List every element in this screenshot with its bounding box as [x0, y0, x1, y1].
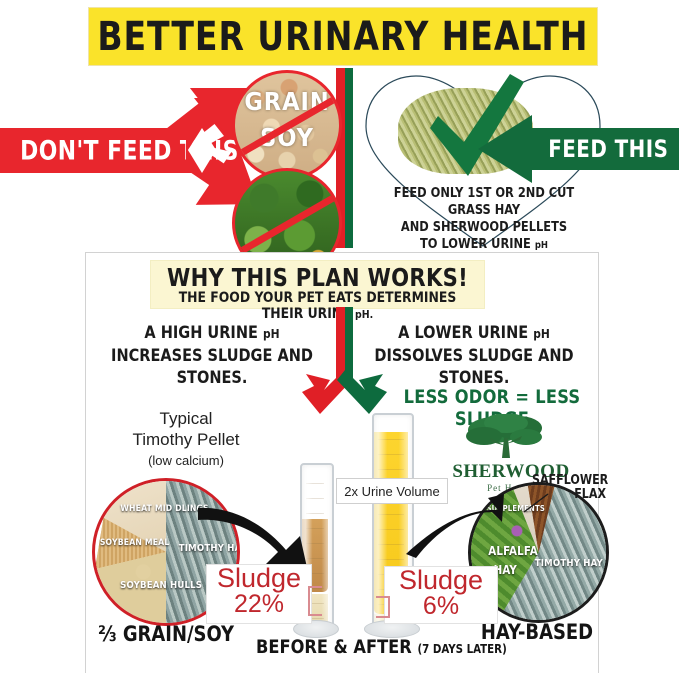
ph-glyph: pH [533, 326, 550, 341]
safflower-leader-line [523, 493, 549, 513]
before-sludge-percent: 22% [233, 590, 285, 618]
before-after-main: BEFORE & AFTER [256, 636, 418, 658]
feed-this-banner: FEED THIS [525, 128, 679, 170]
lower-ph-line-1: A LOWER URINE pH [358, 322, 590, 345]
grain-soy-forbidden-circle: GRAIN SOY [232, 70, 342, 180]
sherwood-wordmark: SHERWOOD [452, 461, 570, 482]
pie-label-soybean-hulls: SOYBEAN HULLS [119, 580, 202, 592]
why-subtitle-text: THE FOOD YOUR PET EATS DETERMINES THEIR … [178, 290, 457, 322]
heart-caption-line-1: FEED ONLY 1ST OR 2ND CUT GRASS HAY [393, 185, 575, 218]
high-ph-line-1: A HIGH URINE pH [98, 322, 326, 345]
black-arrow-left-icon [198, 507, 308, 572]
after-sludge-word: Sludge [398, 565, 484, 595]
high-ph-line-2: INCREASES SLUDGE AND STONES. [111, 346, 313, 388]
tree-icon [466, 413, 542, 458]
left-chart-caption: ⅔ GRAIN/SOY [98, 622, 234, 646]
check-mark-icon [430, 74, 524, 176]
right-chart-caption: HAY-BASED [480, 620, 594, 644]
heart-caption-line-3: TO LOWER URINE pH [375, 236, 593, 254]
left-chart-heading-line-2: Timothy Pellet [132, 430, 240, 449]
pie-label-timothy-hay: TIMOTHY HAY [179, 543, 237, 555]
high-ph-line-1-text: A HIGH URINE [144, 323, 263, 343]
pie-label-alfalfa: ALFALFA [488, 544, 539, 559]
before-cylinder-base [293, 620, 339, 638]
before-graduated-cylinder [293, 463, 339, 638]
ph-glyph: pH. [354, 308, 374, 321]
heart-caption-line-3-text: TO LOWER URINE [420, 236, 535, 252]
safflower-flax-external-label: SAFFLOWER FLAX [531, 473, 609, 502]
safflower-label-line-2: FLAX [574, 487, 607, 502]
before-after-caption: BEFORE & AFTER (7 DAYS LATER) [256, 636, 507, 658]
safflower-label-line-1: SAFFLOWER [531, 473, 609, 488]
lower-ph-line-1-text: A LOWER URINE [398, 323, 534, 343]
left-chart-heading: Typical Timothy Pellet (low calcium) [96, 408, 276, 471]
after-sludge-percent: 6% [422, 592, 460, 620]
before-sludge-word: Sludge [216, 563, 302, 593]
before-after-days: (7 DAYS LATER) [417, 642, 507, 656]
dont-feed-this-banner: DON'T FEED THIS [0, 128, 238, 173]
ph-glyph: pH [262, 326, 280, 341]
dont-feed-arrow-notch [186, 128, 216, 173]
before-sludge-callout: Sludge 22% [206, 564, 312, 624]
pie-label-alfalfa-hay: HAY [493, 563, 517, 578]
after-sludge-callout: Sludge 6% [384, 566, 498, 624]
why-subtitle: THE FOOD YOUR PET EATS DETERMINES THEIR … [159, 290, 475, 322]
pie-label-timothy-hay: TIMOTHY HAY [534, 557, 603, 569]
feed-this-arrowhead-icon [478, 115, 532, 183]
ph-glyph: pH [534, 240, 548, 251]
green-arrow-down-lower-icon [337, 370, 387, 414]
sherwood-logo: SHERWOOD Pet Health [452, 413, 570, 493]
heart-caption-line-2: AND SHERWOOD PELLETS [400, 219, 568, 235]
before-sludge-bracket [308, 586, 322, 616]
left-chart-heading-line-3: (low calcium) [148, 453, 224, 468]
divider-red-bar [336, 68, 345, 248]
divider-green-bar [345, 68, 353, 248]
pie-slice-timothy-hay [166, 481, 237, 623]
why-title: WHY THIS PLAN WORKS! [166, 263, 469, 292]
divider-red-bar-lower [336, 307, 345, 379]
pie-label-supplements: SUPPLEMENTS [486, 503, 545, 513]
pie-label-wheat-middlings: WHEAT MID DLINGS [120, 503, 209, 514]
pie-label-soybean-meal: SOYBEAN MEAL [99, 537, 170, 548]
heart-caption: FEED ONLY 1ST OR 2ND CUT GRASS HAY AND S… [375, 185, 593, 254]
divider-green-bar-lower [345, 307, 353, 379]
urine-volume-tag: 2x Urine Volume [336, 478, 448, 504]
after-sludge-bracket [376, 596, 390, 618]
high-ph-column-text: A HIGH URINE pH INCREASES SLUDGE AND STO… [98, 322, 326, 389]
lower-ph-column-text: A LOWER URINE pH DISSOLVES SLUDGE AND ST… [358, 322, 590, 389]
feed-this-label: FEED THIS [548, 135, 669, 163]
why-box: WHY THIS PLAN WORKS! THE FOOD YOUR PET E… [150, 260, 485, 322]
prohibition-slash-icon [235, 192, 339, 257]
black-arrow-right-icon [406, 494, 504, 558]
page-title-banner: BETTER URINARY HEALTH [88, 7, 598, 66]
page-title: BETTER URINARY HEALTH [97, 13, 589, 60]
left-chart-heading-line-1: Typical [159, 409, 213, 428]
lower-ph-line-2: DISSOLVES SLUDGE AND STONES. [374, 346, 574, 388]
